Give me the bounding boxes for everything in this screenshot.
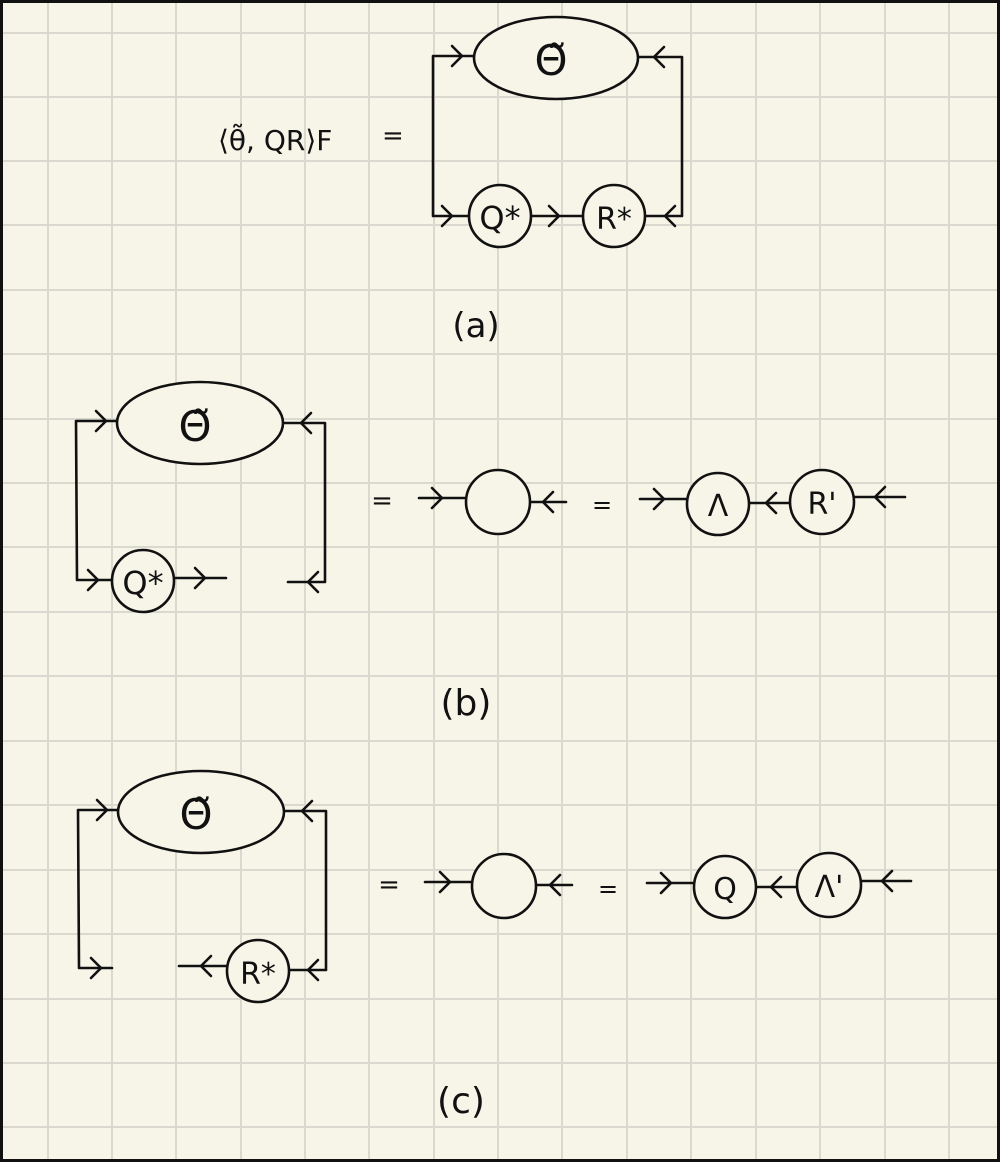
panel-a-lhs-expression: ⟨θ̃, QR⟩F [218, 123, 332, 157]
panel-c-r-star-label: R* [240, 957, 276, 992]
panel-c-equals-2: = [598, 875, 618, 903]
panel-a: ⟨θ̃, QR⟩F = Θ̃ Q* R* (a) [218, 17, 682, 346]
panel-c-result-wire [647, 881, 911, 887]
panel-c-q-label: Q [713, 872, 737, 907]
panel-b-caption: (b) [441, 683, 492, 724]
panel-c-caption: (c) [437, 1081, 485, 1122]
panel-a-q-star-label: Q* [479, 199, 520, 237]
panel-c-open-node [472, 854, 536, 918]
panel-a-r-star-label: R* [596, 202, 632, 237]
panel-b-equals-2: = [592, 491, 612, 519]
panel-a-equals: = [382, 121, 404, 151]
panel-b-q-star-label: Q* [122, 564, 163, 602]
panel-b-r-prime-label: R' [807, 487, 836, 522]
panel-c: Θ̃ R* = = Q Λ' (c) [78, 771, 911, 1122]
panel-b-equals-1: = [371, 486, 393, 516]
panel-b-open-node [466, 470, 530, 534]
panel-a-theta-label: Θ̃ [534, 36, 567, 85]
panel-c-lambda-prime-label: Λ' [815, 870, 844, 905]
panel-c-theta-label: Θ̃ [179, 790, 212, 839]
panel-b-lambda-label: Λ [708, 489, 729, 524]
panel-a-caption: (a) [452, 306, 499, 346]
panel-c-equals-1: = [378, 870, 400, 900]
panel-b: Θ̃ Q* = = Λ R' (b) [76, 382, 905, 724]
panel-b-theta-label: Θ̃ [178, 402, 211, 451]
